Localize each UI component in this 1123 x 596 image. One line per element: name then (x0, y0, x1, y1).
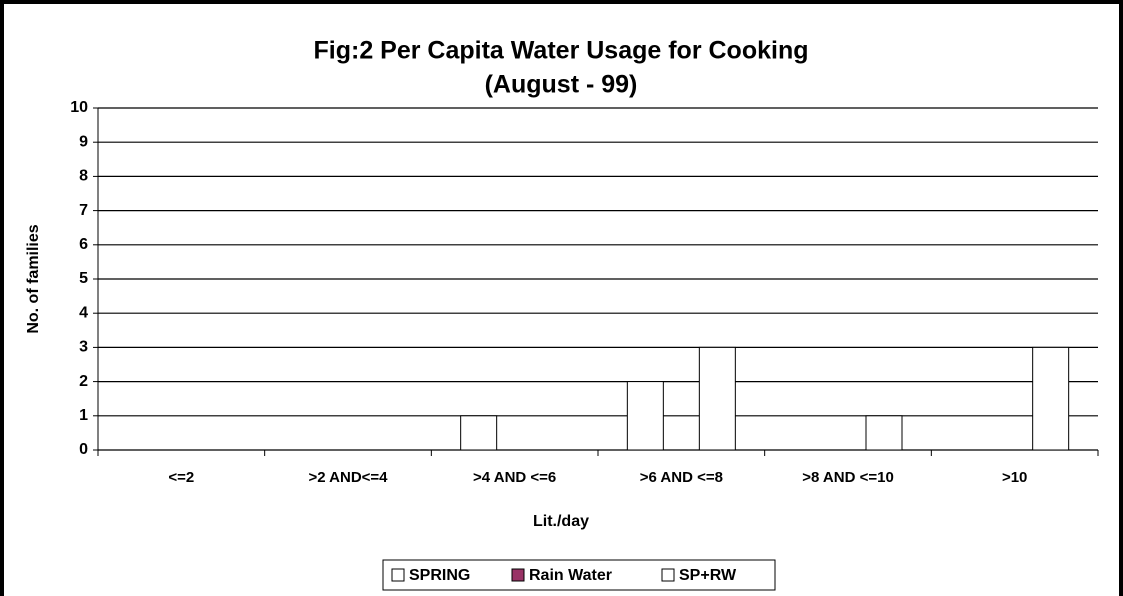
chart-title: (August - 99) (485, 71, 638, 99)
y-tick-label: 9 (79, 133, 88, 150)
legend-label: SPRING (409, 567, 470, 584)
bar (626, 381, 664, 451)
bar (1032, 346, 1070, 451)
bar (865, 415, 903, 451)
chart-title: Fig:2 Per Capita Water Usage for Cooking (314, 37, 809, 65)
y-tick-label: 0 (79, 441, 88, 458)
x-tick-label: <=2 (168, 469, 194, 486)
x-axis-label: Lit./day (533, 513, 589, 530)
x-tick-label: >8 AND <=10 (802, 469, 894, 486)
legend-swatch (511, 568, 525, 582)
bar (698, 346, 736, 451)
y-tick-label: 10 (70, 99, 88, 116)
legend (382, 559, 776, 591)
y-tick-label: 2 (79, 373, 88, 390)
x-tick-label: >6 AND <=8 (640, 469, 723, 486)
bar (460, 415, 498, 451)
legend-swatch (391, 568, 405, 582)
y-tick-label: 6 (79, 236, 88, 253)
x-tick-label: >10 (1002, 469, 1027, 486)
y-tick-label: 3 (79, 339, 88, 356)
y-tick-label: 1 (79, 407, 88, 424)
legend-label: Rain Water (529, 567, 612, 584)
y-tick-label: 5 (79, 270, 88, 287)
y-tick-label: 8 (79, 168, 88, 185)
y-tick-label: 4 (79, 304, 88, 321)
x-tick-label: >2 AND<=4 (308, 469, 388, 486)
y-axis-label: No. of families (25, 224, 42, 333)
x-tick-label: >4 AND <=6 (473, 469, 556, 486)
legend-label: SP+RW (679, 567, 737, 584)
y-tick-label: 7 (79, 202, 88, 219)
legend-swatch (661, 568, 675, 582)
